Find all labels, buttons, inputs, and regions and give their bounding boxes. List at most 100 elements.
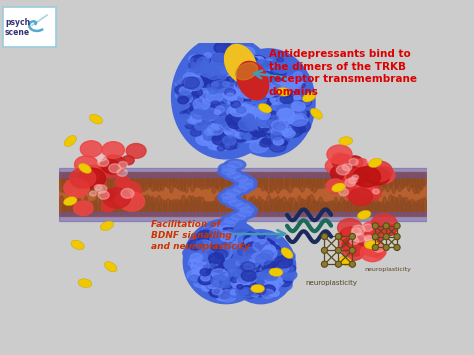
Ellipse shape	[223, 173, 229, 187]
Ellipse shape	[204, 133, 214, 140]
Ellipse shape	[237, 47, 255, 59]
Ellipse shape	[287, 173, 293, 193]
Ellipse shape	[207, 107, 215, 113]
Ellipse shape	[347, 168, 368, 184]
Text: Antidepressants bind to
the dimers of the TRKB
receptor transmembrane
domains: Antidepressants bind to the dimers of th…	[269, 49, 417, 97]
Ellipse shape	[236, 107, 243, 112]
Ellipse shape	[249, 87, 260, 94]
Ellipse shape	[70, 169, 96, 188]
Ellipse shape	[215, 116, 233, 128]
Ellipse shape	[266, 261, 277, 268]
Ellipse shape	[189, 275, 200, 283]
Ellipse shape	[218, 232, 227, 238]
Ellipse shape	[245, 131, 259, 141]
Ellipse shape	[242, 251, 260, 263]
Ellipse shape	[99, 173, 103, 190]
Ellipse shape	[263, 120, 274, 127]
Ellipse shape	[208, 290, 219, 298]
Ellipse shape	[184, 173, 189, 192]
Ellipse shape	[248, 96, 264, 106]
Ellipse shape	[258, 108, 271, 117]
Ellipse shape	[239, 127, 246, 132]
Ellipse shape	[243, 77, 249, 81]
Ellipse shape	[215, 69, 233, 81]
Ellipse shape	[232, 98, 244, 106]
Ellipse shape	[249, 124, 256, 129]
Ellipse shape	[240, 258, 252, 266]
Ellipse shape	[285, 264, 296, 272]
Ellipse shape	[242, 70, 260, 82]
Ellipse shape	[278, 277, 292, 286]
Ellipse shape	[355, 202, 359, 216]
Ellipse shape	[259, 253, 277, 266]
Ellipse shape	[87, 171, 100, 181]
Ellipse shape	[191, 241, 206, 251]
Ellipse shape	[251, 92, 260, 98]
Ellipse shape	[103, 188, 130, 208]
Ellipse shape	[203, 283, 219, 295]
Ellipse shape	[252, 73, 260, 80]
Ellipse shape	[292, 120, 310, 133]
Ellipse shape	[290, 98, 307, 110]
Ellipse shape	[352, 175, 358, 180]
Ellipse shape	[254, 286, 270, 297]
Ellipse shape	[294, 73, 306, 81]
Ellipse shape	[116, 196, 123, 216]
Ellipse shape	[202, 249, 216, 258]
Ellipse shape	[251, 173, 256, 189]
Ellipse shape	[232, 123, 242, 130]
Ellipse shape	[221, 221, 235, 227]
Ellipse shape	[214, 118, 230, 129]
Ellipse shape	[243, 89, 253, 97]
Ellipse shape	[233, 275, 242, 281]
Ellipse shape	[208, 173, 214, 187]
Ellipse shape	[215, 106, 225, 113]
Ellipse shape	[244, 96, 262, 108]
Ellipse shape	[210, 103, 220, 110]
Ellipse shape	[235, 229, 251, 241]
Ellipse shape	[239, 273, 256, 284]
Ellipse shape	[208, 252, 225, 264]
Ellipse shape	[232, 77, 243, 84]
Ellipse shape	[217, 109, 227, 115]
Ellipse shape	[245, 74, 252, 79]
Ellipse shape	[194, 103, 210, 114]
Ellipse shape	[349, 159, 358, 165]
Ellipse shape	[230, 109, 243, 118]
Ellipse shape	[233, 252, 248, 263]
Ellipse shape	[228, 200, 243, 206]
Ellipse shape	[372, 167, 395, 184]
Ellipse shape	[201, 55, 215, 64]
Ellipse shape	[241, 131, 254, 140]
Ellipse shape	[268, 250, 283, 260]
Ellipse shape	[337, 202, 341, 216]
Ellipse shape	[251, 106, 258, 111]
Ellipse shape	[182, 77, 200, 89]
Ellipse shape	[234, 60, 247, 70]
Ellipse shape	[180, 111, 188, 116]
Ellipse shape	[244, 263, 254, 270]
Ellipse shape	[217, 196, 223, 216]
Ellipse shape	[276, 87, 290, 96]
Ellipse shape	[257, 75, 269, 83]
Ellipse shape	[241, 104, 249, 109]
Ellipse shape	[242, 137, 251, 143]
Ellipse shape	[229, 223, 246, 232]
Ellipse shape	[273, 115, 283, 121]
Ellipse shape	[214, 42, 232, 54]
Ellipse shape	[216, 292, 228, 301]
Ellipse shape	[213, 264, 227, 274]
Ellipse shape	[214, 110, 221, 114]
Ellipse shape	[212, 53, 222, 60]
Ellipse shape	[226, 82, 237, 90]
Ellipse shape	[233, 186, 247, 192]
Ellipse shape	[272, 269, 283, 277]
Ellipse shape	[172, 173, 177, 187]
Ellipse shape	[272, 58, 288, 70]
Ellipse shape	[252, 234, 266, 244]
Ellipse shape	[249, 268, 256, 272]
Ellipse shape	[259, 67, 274, 78]
Ellipse shape	[196, 94, 207, 102]
Ellipse shape	[229, 230, 246, 239]
Ellipse shape	[202, 173, 208, 189]
